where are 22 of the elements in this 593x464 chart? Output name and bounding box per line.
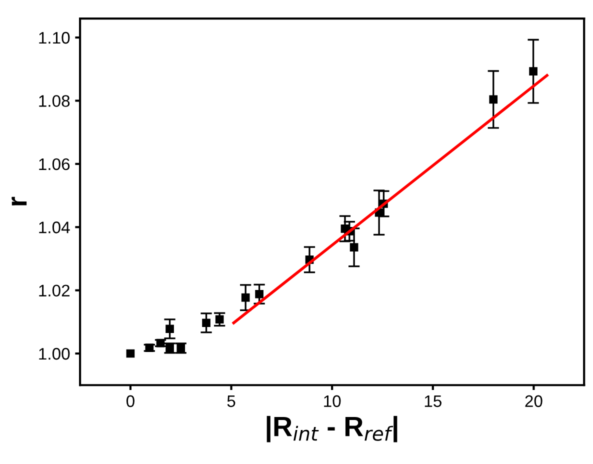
point bbox=[350, 243, 358, 252]
y-tick-label: 1.06 bbox=[39, 158, 70, 170]
point bbox=[529, 67, 538, 76]
x-tick-label: 0 bbox=[126, 395, 134, 408]
y-tick-label: 1.04 bbox=[39, 222, 70, 234]
point bbox=[166, 324, 174, 334]
point bbox=[215, 315, 224, 324]
point bbox=[255, 290, 264, 298]
x-tick-label: 15 bbox=[424, 395, 442, 408]
x-tick-label: 10 bbox=[324, 395, 341, 408]
x-axis-title: |R$_{int}$ - R$_{ref}$| bbox=[266, 416, 398, 442]
y-axis-title: r bbox=[12, 196, 27, 206]
point bbox=[241, 293, 250, 302]
y-tick-label: 1.00 bbox=[39, 348, 70, 360]
y-tick-label: 1.08 bbox=[39, 95, 70, 107]
x-tick-label: 20 bbox=[525, 395, 542, 408]
point bbox=[126, 349, 135, 358]
point bbox=[489, 95, 498, 104]
y-tick-label: 1.02 bbox=[39, 284, 70, 297]
y-tick-label: 1.10 bbox=[39, 32, 70, 44]
point bbox=[202, 318, 210, 328]
x-tick-label: 5 bbox=[227, 395, 236, 408]
